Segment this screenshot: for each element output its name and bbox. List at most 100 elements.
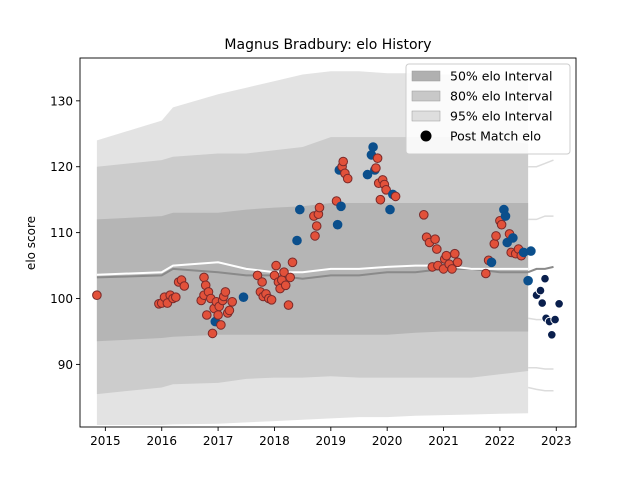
tail-hi50-line [528, 215, 554, 221]
data-point [496, 219, 507, 230]
data-point [171, 292, 181, 303]
data-point [279, 267, 289, 278]
data-point [450, 248, 460, 259]
data-point [285, 272, 296, 283]
data-point [390, 191, 401, 202]
data-point [311, 221, 322, 231]
x-tick-label: 2016 [146, 434, 177, 448]
data-point [257, 277, 267, 287]
data-point [381, 185, 391, 195]
y-tick-label: 130 [50, 94, 73, 108]
legend-label: 80% elo Interval [450, 89, 552, 104]
tail-lo95-line [527, 386, 554, 392]
data-point [216, 320, 226, 330]
tail-median-line [527, 265, 554, 274]
data-point [295, 204, 305, 215]
x-tick-label: 2022 [485, 434, 516, 448]
data-point [280, 280, 291, 291]
data-point [547, 330, 557, 340]
data-point [491, 231, 501, 241]
legend-swatch [411, 70, 441, 82]
chart-title: Magnus Bradbury: elo History [224, 37, 431, 53]
plot-frame [79, 57, 577, 428]
data-point [554, 299, 564, 309]
data-point [220, 287, 231, 297]
x-tick-label: 2018 [259, 434, 290, 448]
data-point [224, 305, 235, 316]
x-tick-label: 2017 [203, 434, 234, 448]
data-point [202, 310, 212, 320]
data-point [207, 328, 218, 339]
data-point [535, 285, 546, 296]
data-point [227, 297, 237, 307]
data-point [338, 156, 349, 167]
data-point [332, 219, 343, 230]
plot-area [92, 71, 564, 425]
data-point [481, 268, 491, 279]
x-tick-label: 2015 [90, 434, 121, 448]
y-tick-label: 100 [50, 292, 73, 306]
data-point [362, 169, 373, 180]
data-point [336, 201, 346, 212]
data-point [252, 270, 263, 281]
legend: 50% elo Interval 80% elo Interval 95% elo … [405, 63, 571, 155]
median-line [96, 267, 529, 280]
data-point [441, 250, 452, 261]
mean-line [96, 261, 529, 276]
band-50 [96, 203, 529, 342]
data-point [447, 264, 457, 274]
data-point [540, 273, 550, 284]
data-point [385, 204, 395, 215]
data-point [372, 153, 383, 163]
data-point [371, 163, 381, 173]
tail-lo80-line [528, 366, 554, 370]
y-axis-label: elo score [24, 216, 38, 270]
y-axis: 90 100 110 120 130 [50, 94, 80, 372]
data-point [432, 244, 442, 254]
data-point [526, 246, 536, 256]
data-point [550, 314, 560, 325]
data-point [375, 194, 386, 205]
data-point [342, 173, 353, 184]
y-tick-label: 110 [50, 226, 73, 240]
legend-box [405, 63, 571, 155]
legend-swatch [411, 110, 441, 122]
data-point [266, 295, 277, 305]
x-tick-label: 2021 [428, 434, 459, 448]
data-point [523, 275, 533, 286]
legend-label: 95% elo Interval [450, 109, 552, 124]
data-point [92, 290, 102, 301]
legend-label: Post Match elo [450, 129, 541, 144]
data-point [310, 231, 320, 241]
tail-hi80-line [528, 159, 554, 168]
data-point [213, 310, 223, 320]
data-point [419, 210, 429, 220]
x-tick-label: 2023 [541, 434, 572, 448]
data-point [452, 257, 463, 268]
post-match-points [92, 142, 564, 340]
x-axis: 2015 2016 2017 2018 2019 2020 2021 2022 2023 [90, 427, 572, 448]
data-point [287, 257, 298, 268]
data-point [292, 235, 302, 246]
data-point [537, 298, 548, 308]
x-tick-label: 2019 [316, 434, 347, 448]
y-tick-label: 120 [50, 160, 73, 174]
data-point [489, 239, 500, 249]
data-point [486, 257, 497, 268]
legend-label: 50% elo Interval [450, 69, 552, 84]
data-point [179, 281, 190, 291]
legend-swatch [411, 90, 441, 102]
x-tick-label: 2020 [372, 434, 403, 448]
data-point [508, 233, 518, 243]
data-point [314, 202, 325, 213]
data-point [271, 260, 281, 271]
y-tick-label: 90 [58, 358, 73, 372]
data-point [368, 142, 378, 152]
interval-bands [96, 71, 529, 425]
data-point [430, 234, 440, 244]
legend-marker [420, 130, 432, 142]
data-point [238, 292, 249, 303]
data-point [283, 300, 294, 310]
data-point [500, 211, 511, 221]
